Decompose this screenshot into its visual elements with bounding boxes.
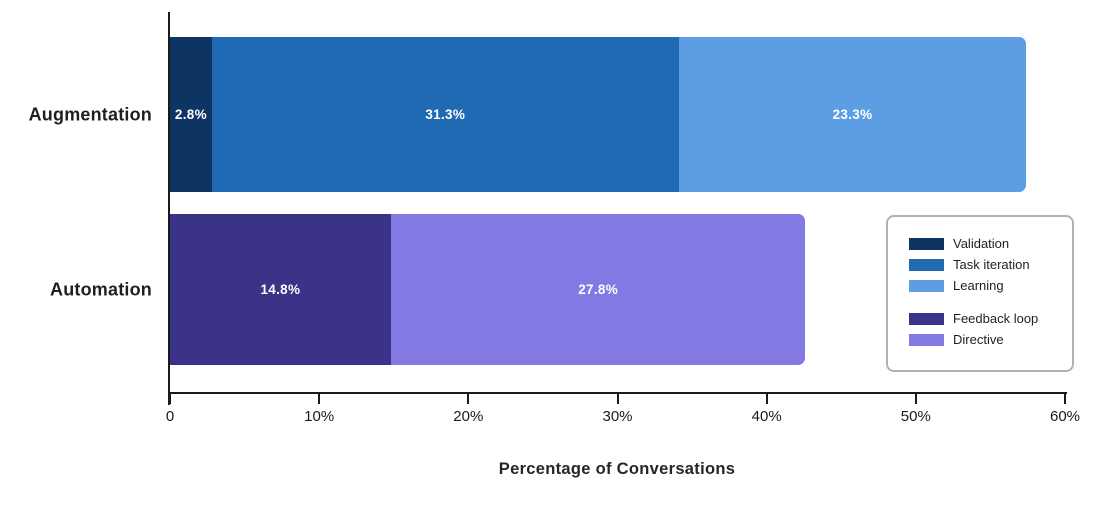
x-tick-mark [318,392,321,404]
legend-swatch-learning [909,279,944,292]
x-tick-mark [616,392,619,404]
x-tick-label: 60% [1049,408,1081,425]
x-tick-label: 50% [900,408,931,425]
x-tick-mark [914,392,917,404]
legend-swatch-directive [909,333,944,346]
x-tick-mark [169,392,171,404]
x-tick-label: 10% [304,408,335,425]
legend-label: Task iteration [953,257,1030,272]
legend-label: Learning [953,278,1004,293]
bar-segment-validation: 2.8% [170,37,212,192]
y-axis-line [168,12,170,405]
legend-label: Directive [953,332,1004,347]
legend-group-1: Validation Task iteration Learning [909,233,1072,296]
x-tick-mark [467,392,470,404]
bar-value-label: 2.8% [174,107,207,122]
legend-swatch-validation [909,237,944,250]
bar-value-label: 31.3% [425,107,466,122]
category-label-automation: Automation [50,279,152,299]
legend-item-task-iteration: Task iteration [909,254,1072,275]
legend-swatch-feedback-loop [909,312,944,325]
x-tick-label: 40% [751,408,782,425]
bar-segment-feedback-loop: 14.8% [170,214,391,365]
category-label-augmentation: Augmentation [28,104,152,124]
x-tick-mark [765,392,768,404]
bar-value-label: 27.8% [578,282,619,297]
legend: Validation Task iteration Learning Feedback… [886,215,1074,372]
legend-group-2: Feedback loop Directive [909,308,1072,350]
bar-value-label: 14.8% [260,282,301,297]
bar-value-label: 23.3% [832,107,873,122]
legend-label: Validation [953,236,1010,251]
bar-segment-directive: 27.8% [390,214,806,365]
x-tick-mark [1064,392,1066,404]
x-tick-label: 0 [165,408,175,425]
legend-item-feedback-loop: Feedback loop [909,308,1072,329]
bar-segment-learning: 23.3% [678,37,1027,192]
x-tick-label: 30% [602,408,633,425]
legend-item-directive: Directive [909,329,1072,350]
legend-item-validation: Validation [909,233,1072,254]
bar-segment-task-iteration: 31.3% [211,37,679,192]
legend-swatch-task-iteration [909,258,944,271]
legend-item-learning: Learning [909,275,1072,296]
legend-label: Feedback loop [953,311,1039,326]
x-tick-label: 20% [453,408,484,425]
x-axis-title: Percentage of Conversations [498,460,736,478]
